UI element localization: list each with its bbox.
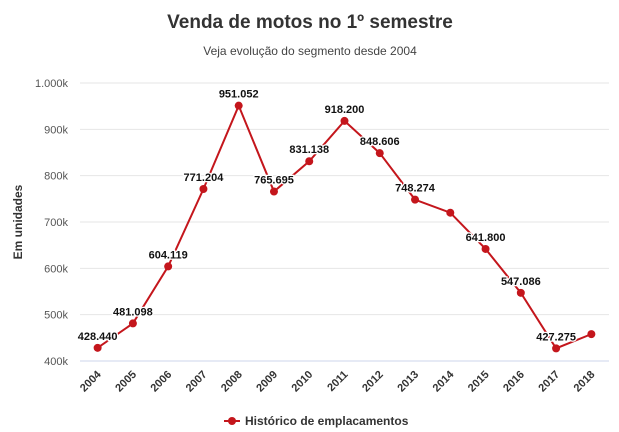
data-label: 604.119	[149, 249, 188, 261]
chart-subtitle: Veja evolução do segmento desde 2004	[203, 44, 417, 58]
data-label: 765.695	[254, 175, 294, 187]
data-label: 831.138	[289, 144, 329, 156]
data-label: 951.052	[219, 89, 259, 101]
y-tick-label: 1.000k	[35, 78, 69, 90]
x-tick-label: 2005	[113, 369, 139, 395]
x-tick-label: 2013	[395, 369, 421, 395]
data-label: 918.200	[325, 104, 365, 116]
point	[481, 244, 490, 253]
point	[516, 288, 525, 297]
data-label: 771.204	[184, 172, 225, 184]
x-tick-label: 2015	[466, 369, 492, 395]
data-label: 748.274	[395, 183, 436, 195]
x-tick-label: 2014	[431, 368, 457, 394]
y-tick-label: 900k	[44, 124, 68, 136]
y-tick-label: 600k	[44, 263, 68, 275]
point	[375, 149, 384, 158]
y-tick-label: 400k	[44, 356, 68, 368]
x-tick-label: 2004	[78, 368, 104, 394]
x-tick-label: 2018	[572, 369, 598, 395]
point	[164, 262, 173, 271]
legend-marker	[228, 417, 236, 425]
x-tick-label: 2010	[290, 369, 316, 395]
point	[199, 185, 208, 194]
x-tick-label: 2009	[254, 369, 280, 395]
point	[305, 157, 314, 166]
x-tick-label: 2017	[536, 369, 562, 395]
x-tick-label: 2011	[325, 369, 350, 394]
x-tick-label: 2008	[219, 369, 245, 395]
y-axis-label: Em unidades	[11, 184, 25, 259]
point	[234, 101, 243, 110]
point	[269, 187, 278, 196]
y-tick-label: 500k	[44, 310, 68, 322]
data-label: 641.800	[466, 232, 506, 244]
data-label: 547.086	[501, 276, 541, 288]
point	[128, 319, 137, 328]
point	[552, 344, 561, 353]
data-label: 427.275	[536, 331, 576, 343]
point	[93, 343, 102, 352]
y-tick-label: 700k	[44, 217, 68, 229]
x-tick-label: 2016	[501, 369, 527, 395]
line	[97, 103, 592, 350]
y-tick-label: 800k	[44, 171, 68, 183]
point	[587, 330, 596, 339]
point	[446, 208, 455, 217]
chart-title: Venda de motos no 1º semestre	[167, 12, 453, 33]
data-label: 848.606	[360, 136, 400, 148]
legend-label: Histórico de emplacamentos	[245, 414, 409, 428]
point	[340, 116, 349, 125]
data-label: 481.098	[113, 306, 153, 318]
point	[411, 195, 420, 204]
data-label: 428.440	[78, 331, 118, 343]
x-tick-label: 2012	[360, 369, 386, 395]
x-tick-label: 2006	[148, 369, 174, 395]
x-tick-label: 2007	[184, 369, 210, 395]
